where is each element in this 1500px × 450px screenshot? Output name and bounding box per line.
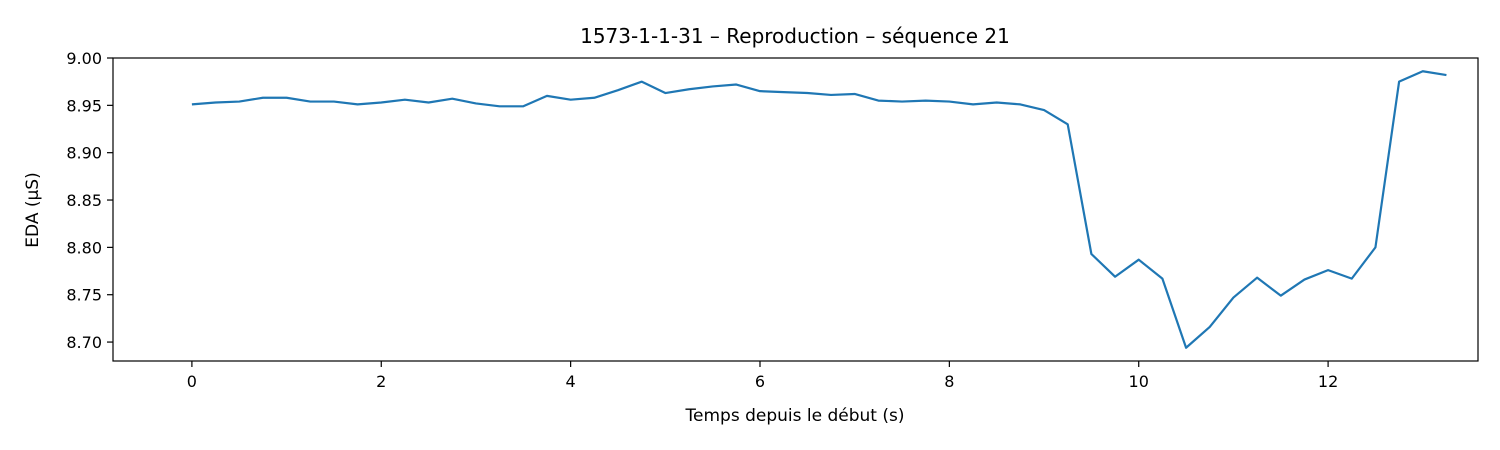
x-tick-label: 4 xyxy=(566,372,576,391)
x-axis-label: Temps depuis le début (s) xyxy=(685,406,905,426)
x-tick-label: 6 xyxy=(755,372,765,391)
x-tick-label: 8 xyxy=(944,372,954,391)
plot-frame xyxy=(112,57,1479,362)
x-tick-label: 10 xyxy=(1129,372,1149,391)
eda-series-line xyxy=(191,70,1447,349)
y-tick-label: 8.90 xyxy=(66,144,102,163)
chart-title: 1573-1-1-31 – Reproduction – séquence 21 xyxy=(580,24,1010,48)
x-axis-ticks: 0 2 4 6 8 10 12 xyxy=(187,361,1338,391)
y-axis-ticks: 8.70 8.75 8.80 8.85 8.90 8.95 9.00 xyxy=(66,49,113,352)
y-tick-label: 8.75 xyxy=(66,286,102,305)
y-axis-label: EDA (µS) xyxy=(23,172,43,247)
y-tick-label: 8.95 xyxy=(66,96,102,115)
plot-area xyxy=(191,70,1447,349)
y-tick-label: 9.00 xyxy=(66,49,102,68)
x-tick-label: 12 xyxy=(1318,372,1338,391)
y-tick-label: 8.80 xyxy=(66,238,102,257)
y-tick-label: 8.70 xyxy=(66,333,102,352)
x-tick-label: 0 xyxy=(187,372,197,391)
y-tick-label: 8.85 xyxy=(66,191,102,210)
x-tick-label: 2 xyxy=(376,372,386,391)
